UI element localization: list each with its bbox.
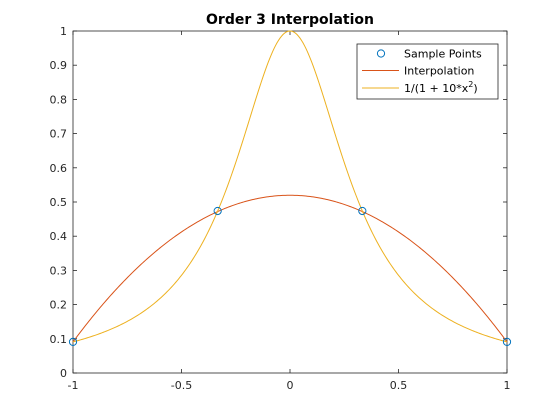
- y-tick-label: 0.6: [50, 162, 68, 175]
- x-tick-label: -0.5: [171, 379, 192, 392]
- y-tick-label: 0.1: [50, 333, 68, 346]
- y-tick-label: 0.8: [50, 93, 68, 106]
- x-tick-label: 0: [287, 379, 294, 392]
- y-tick-label: 0.2: [50, 299, 68, 312]
- chart-title: Order 3 Interpolation: [206, 12, 374, 28]
- sample-point: [68, 337, 78, 347]
- plot-area: -1 -0.5 0 0.5 1 0 0.1 0.2 0.3 0.4 0.5 0.6 0.7 0.8 0.9 1: [50, 25, 512, 392]
- interpolation-curve: [72, 194, 508, 343]
- y-tick-label: 0.9: [50, 59, 68, 72]
- runge-function-curve: [72, 30, 508, 343]
- legend-marker-sample-points: [376, 49, 386, 58]
- legend: Sample Points Interpolation 1/(1 + 10*x2…: [356, 43, 499, 100]
- x-tick-label: -1: [68, 379, 79, 392]
- legend-label-superscript: 2: [468, 80, 473, 89]
- sample-point: [358, 206, 367, 216]
- sample-point: [213, 206, 222, 216]
- y-tick-label: 0.3: [50, 264, 68, 277]
- x-tick-label: 0.5: [390, 379, 408, 392]
- y-tick-label: 0.5: [50, 196, 68, 209]
- y-tick-label: 1: [60, 25, 67, 38]
- legend-label-runge-function: 1/(1 + 10*x2): [404, 80, 478, 95]
- y-tick-label: 0.4: [50, 230, 68, 243]
- sample-point: [502, 337, 512, 347]
- y-tick-label: 0: [60, 367, 67, 380]
- legend-label-interpolation: Interpolation: [404, 65, 474, 78]
- x-tick-label: 1: [504, 379, 511, 392]
- legend-box: [356, 43, 499, 100]
- y-tick-label: 0.7: [50, 128, 68, 141]
- legend-label-sample-points: Sample Points: [404, 48, 482, 61]
- legend-label-suffix: ): [473, 82, 477, 95]
